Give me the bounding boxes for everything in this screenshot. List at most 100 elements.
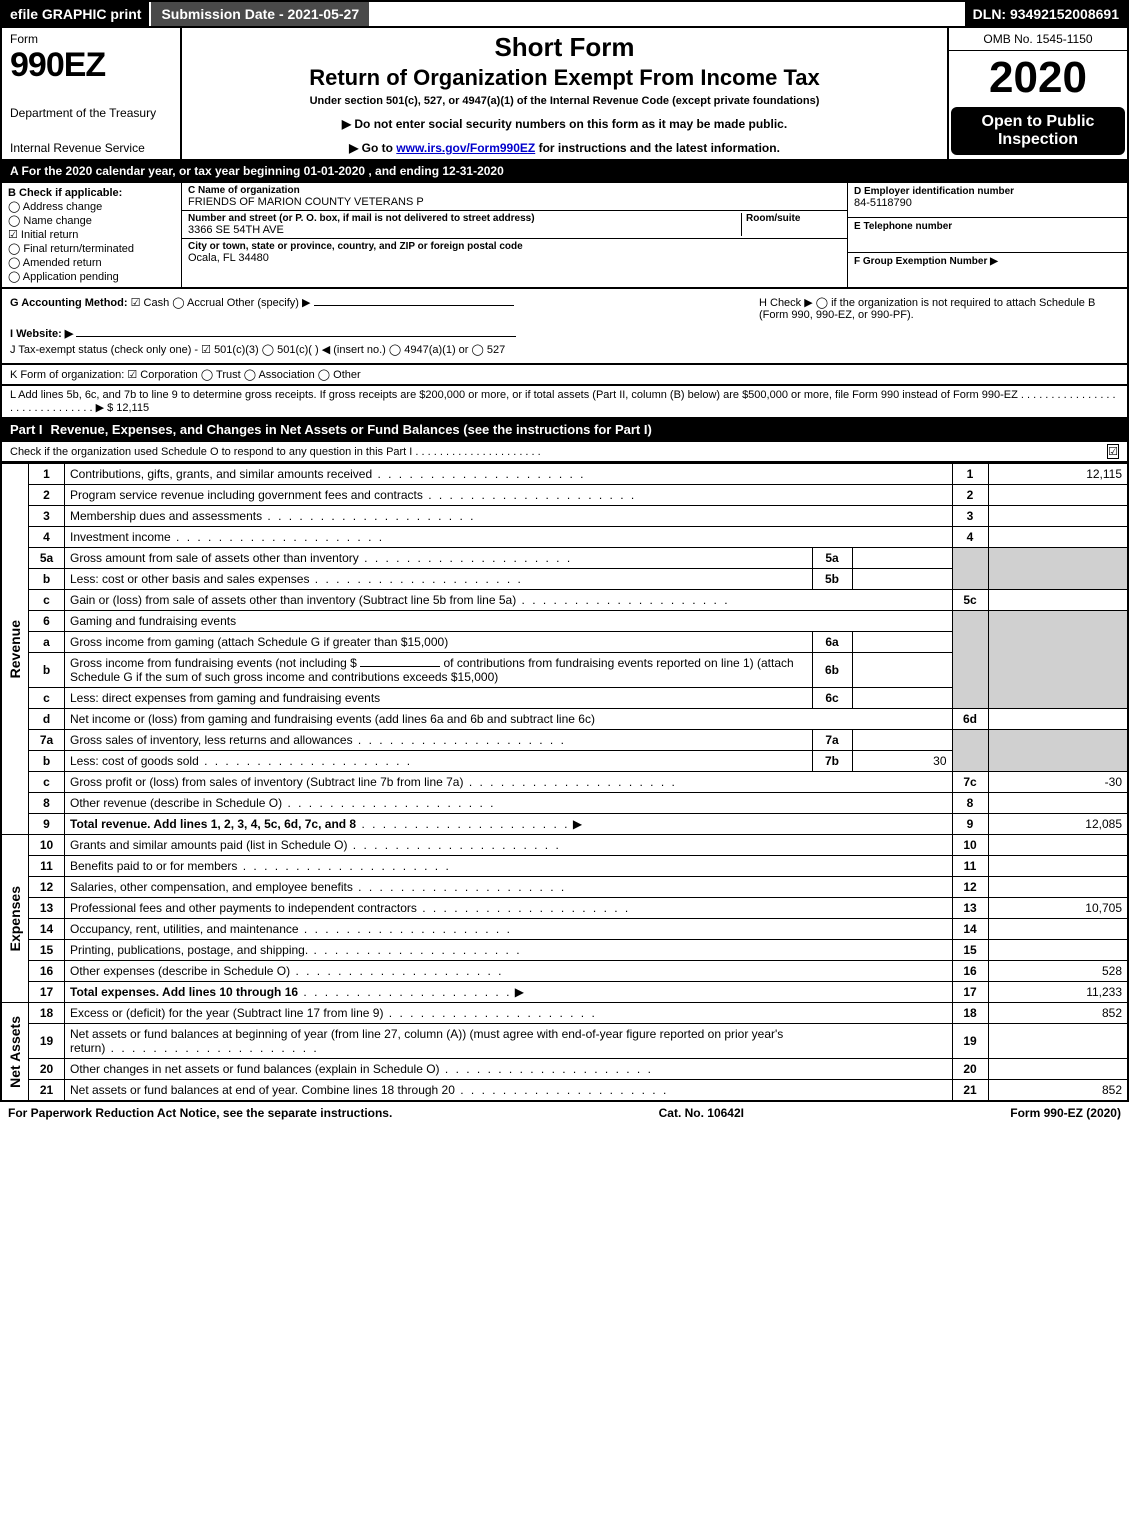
g-accrual[interactable]: ◯ Accrual [172,297,223,309]
l20-desc: Other changes in net assets or fund bala… [70,1062,653,1076]
l10-desc: Grants and similar amounts paid (list in… [70,838,561,852]
line-2: 2 Program service revenue including gove… [1,485,1128,506]
l7c-val: -30 [988,772,1128,793]
section-b-label: B Check if applicable: [8,187,175,199]
l2-desc: Program service revenue including govern… [70,488,636,502]
section-d: D Employer identification number 84-5118… [848,183,1127,218]
short-form-title: Short Form [192,32,937,63]
section-l: L Add lines 5b, 6c, and 7b to line 9 to … [0,386,1129,419]
l12-desc: Salaries, other compensation, and employ… [70,880,566,894]
l7b-desc: Less: cost of goods sold [70,754,412,768]
lines-table: Revenue 1 Contributions, gifts, grants, … [0,463,1129,1102]
l5c-num: c [29,590,65,611]
org-name-row: C Name of organization FRIENDS OF MARION… [182,183,847,211]
footer-left: For Paperwork Reduction Act Notice, see … [8,1106,392,1120]
l5a-subval [852,548,952,569]
section-def: D Employer identification number 84-5118… [847,183,1127,287]
l18-num: 18 [29,1003,65,1024]
l12-val [988,877,1128,898]
room-label: Room/suite [746,213,841,224]
l6d-num: d [29,709,65,730]
l17-num: 17 [29,982,65,1003]
l4-desc: Investment income [70,530,384,544]
l13-val: 10,705 [988,898,1128,919]
l6b-blank[interactable] [360,666,440,667]
section-k: K Form of organization: ☑ Corporation ◯ … [0,365,1129,386]
efile-print-label[interactable]: efile GRAPHIC print [2,2,149,26]
section-b: B Check if applicable: Address change Na… [2,183,182,287]
l3-num: 3 [29,506,65,527]
chk-name-change[interactable]: Name change [8,214,175,227]
chk-final-return[interactable]: Final return/terminated [8,242,175,255]
l18-desc: Excess or (deficit) for the year (Subtra… [70,1006,597,1020]
line-7a: 7a Gross sales of inventory, less return… [1,730,1128,751]
section-e: E Telephone number [848,218,1127,253]
l7a-sub: 7a [812,730,852,751]
part1-checkbox[interactable]: ☑ [1107,444,1119,459]
l7a-num: 7a [29,730,65,751]
org-name: FRIENDS OF MARION COUNTY VETERANS P [188,196,841,208]
l19-val [988,1024,1128,1059]
l20-num: 20 [29,1059,65,1080]
l8-desc: Other revenue (describe in Schedule O) [70,796,495,810]
l13-desc: Professional fees and other payments to … [70,901,630,915]
l15-desc: Printing, publications, postage, and shi… [70,943,522,957]
l6c-sub: 6c [812,688,852,709]
l7b-sub: 7b [812,751,852,772]
line-17: 17 Total expenses. Add lines 10 through … [1,982,1128,1003]
l9-desc: Total revenue. Add lines 1, 2, 3, 4, 5c,… [70,817,356,831]
l8-num: 8 [29,793,65,814]
city-label: City or town, state or province, country… [188,241,841,252]
l12-num: 12 [29,877,65,898]
line-16: 16 Other expenses (describe in Schedule … [1,961,1128,982]
l5ab-shade-val [988,548,1128,590]
line-18: Net Assets 18 Excess or (deficit) for th… [1,1003,1128,1024]
l4-val [988,527,1128,548]
l6-shade [952,611,988,709]
g-cash[interactable]: ☑ Cash [131,297,170,309]
l6-num: 6 [29,611,65,632]
line-8: 8 Other revenue (describe in Schedule O)… [1,793,1128,814]
phone-label: E Telephone number [854,221,1121,232]
l21-rnum: 21 [952,1080,988,1102]
chk-amended-return[interactable]: Amended return [8,256,175,269]
l15-rnum: 15 [952,940,988,961]
topbar-spacer [369,2,965,26]
id-block: B Check if applicable: Address change Na… [0,183,1129,289]
irs-link[interactable]: www.irs.gov/Form990EZ [396,141,535,155]
l14-val [988,919,1128,940]
l3-rnum: 3 [952,506,988,527]
website-input[interactable] [76,336,516,337]
part1-header: Part I Revenue, Expenses, and Changes in… [0,419,1129,442]
l6b-subval [852,653,952,688]
chk-application-pending[interactable]: Application pending [8,270,175,283]
l6b-desc: Gross income from fundraising events (no… [65,653,813,688]
l20-rnum: 20 [952,1059,988,1080]
street-value: 3366 SE 54TH AVE [188,224,741,236]
l15-val [988,940,1128,961]
form-number: 990EZ [10,46,172,85]
l2-val [988,485,1128,506]
expenses-label: Expenses [7,886,23,951]
part1-check-line: Check if the organization used Schedule … [0,442,1129,463]
tax-year: 2020 [949,51,1127,105]
l16-desc: Other expenses (describe in Schedule O) [70,964,503,978]
l13-num: 13 [29,898,65,919]
l5b-num: b [29,569,65,590]
header-right: OMB No. 1545-1150 2020 Open to Public In… [947,28,1127,159]
l19-num: 19 [29,1024,65,1059]
chk-address-change[interactable]: Address change [8,200,175,213]
l4-num: 4 [29,527,65,548]
l11-desc: Benefits paid to or for members [70,859,451,873]
l6b-num: b [29,653,65,688]
g-other[interactable]: Other (specify) ▶ [227,297,311,309]
l11-rnum: 11 [952,856,988,877]
line-19: 19 Net assets or fund balances at beginn… [1,1024,1128,1059]
line-6: 6 Gaming and fundraising events [1,611,1128,632]
l2-num: 2 [29,485,65,506]
l6a-sub: 6a [812,632,852,653]
g-other-input[interactable] [314,305,514,306]
chk-initial-return[interactable]: Initial return [8,228,175,241]
l10-val [988,835,1128,856]
l5c-val [988,590,1128,611]
